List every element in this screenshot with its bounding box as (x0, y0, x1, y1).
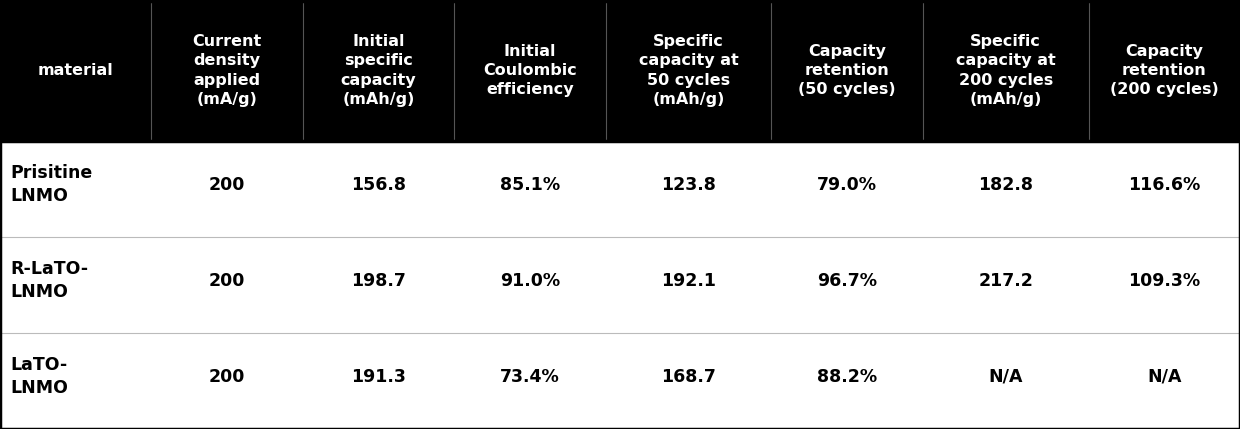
Text: 198.7: 198.7 (351, 272, 405, 290)
Text: N/A: N/A (988, 368, 1023, 386)
Text: 200: 200 (210, 175, 246, 193)
Text: Specific
capacity at
200 cycles
(mAh/g): Specific capacity at 200 cycles (mAh/g) (956, 34, 1055, 107)
Text: 88.2%: 88.2% (817, 368, 877, 386)
Text: 217.2: 217.2 (978, 272, 1033, 290)
Text: 96.7%: 96.7% (817, 272, 877, 290)
Text: LaTO-
LNMO: LaTO- LNMO (10, 356, 68, 397)
Text: Capacity
retention
(50 cycles): Capacity retention (50 cycles) (799, 44, 897, 97)
Text: 156.8: 156.8 (351, 175, 405, 193)
Text: 192.1: 192.1 (661, 272, 715, 290)
Text: 85.1%: 85.1% (500, 175, 560, 193)
Text: 200: 200 (210, 368, 246, 386)
Text: 116.6%: 116.6% (1128, 175, 1200, 193)
Text: material: material (38, 63, 114, 78)
Text: R-LaTO-
LNMO: R-LaTO- LNMO (10, 260, 88, 301)
Text: 191.3: 191.3 (351, 368, 405, 386)
Text: 200: 200 (210, 272, 246, 290)
Text: Current
density
applied
(mA/g): Current density applied (mA/g) (192, 34, 262, 107)
Text: Initial
Coulombic
efficiency: Initial Coulombic efficiency (484, 44, 577, 97)
Text: 73.4%: 73.4% (500, 368, 559, 386)
Text: 79.0%: 79.0% (817, 175, 877, 193)
Text: Initial
specific
capacity
(mAh/g): Initial specific capacity (mAh/g) (341, 34, 417, 107)
Text: Capacity
retention
(200 cycles): Capacity retention (200 cycles) (1110, 44, 1219, 97)
Text: 91.0%: 91.0% (500, 272, 560, 290)
Text: Specific
capacity at
50 cycles
(mAh/g): Specific capacity at 50 cycles (mAh/g) (639, 34, 739, 107)
Text: N/A: N/A (1147, 368, 1182, 386)
Text: Prisitine
LNMO: Prisitine LNMO (10, 164, 92, 205)
Text: 182.8: 182.8 (978, 175, 1033, 193)
Text: 109.3%: 109.3% (1128, 272, 1200, 290)
Text: 123.8: 123.8 (661, 175, 715, 193)
Text: 168.7: 168.7 (661, 368, 715, 386)
Bar (0, 0, 1240, 141)
